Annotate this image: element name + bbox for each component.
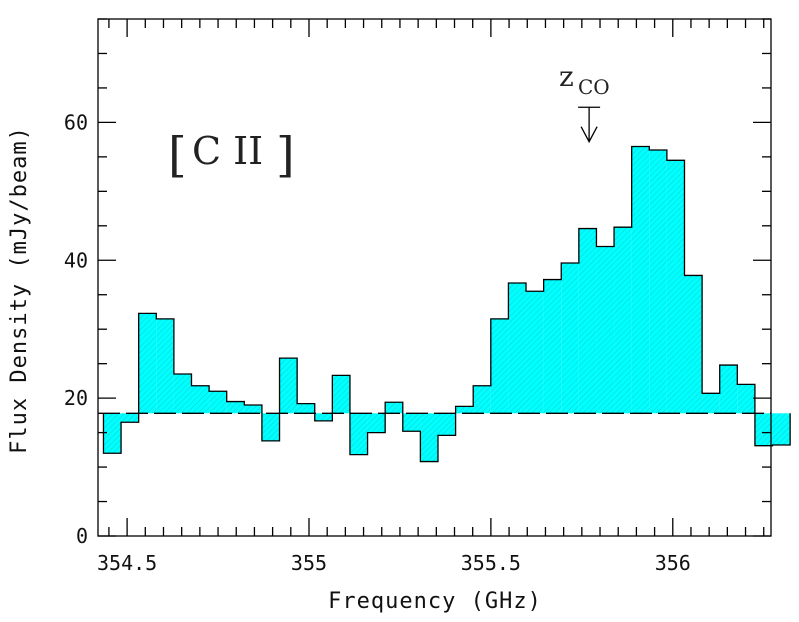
histogram-bar-hatch <box>578 228 597 414</box>
x-tick-label: 355 <box>291 551 327 575</box>
line-label-text: C II <box>192 129 263 173</box>
histogram-bar-hatch <box>473 385 491 414</box>
histogram-bar-hatch <box>367 413 386 433</box>
histogram-bar-hatch <box>297 403 315 414</box>
histogram-bar-hatch <box>209 391 227 414</box>
histogram-bar-hatch <box>244 405 262 414</box>
histogram-bar-hatch <box>103 413 122 454</box>
histogram-bar-hatch <box>684 275 703 414</box>
histogram-bar-hatch <box>191 385 210 414</box>
histogram-bar-hatch <box>402 413 421 432</box>
y-tick-labels: 0 20 40 60 <box>64 110 88 548</box>
x-tick-label: 355.5 <box>461 551 521 575</box>
histogram-bar-hatch <box>666 160 685 414</box>
histogram-bar-hatch <box>631 146 650 414</box>
x-tick-label: 356 <box>655 551 691 575</box>
histogram-bar-hatch <box>261 413 280 441</box>
histogram-bar-hatch <box>596 246 615 414</box>
histogram-bar-hatch <box>543 279 562 414</box>
line-label-open-bracket: [ <box>168 127 187 183</box>
y-tick-label: 60 <box>64 110 88 134</box>
x-axis-label: Frequency (GHz) <box>328 589 542 614</box>
histogram-bar-hatch <box>490 318 509 414</box>
y-tick-label: 40 <box>64 248 88 272</box>
histogram-bar-hatch <box>349 413 368 455</box>
histogram-bar-hatch <box>526 291 544 414</box>
histogram-bar-hatch <box>226 401 245 414</box>
co-redshift-marker: z CO <box>559 60 610 144</box>
histogram-bar-hatch <box>754 413 773 446</box>
histogram-outline <box>102 145 791 463</box>
histogram-bar-hatch <box>719 365 738 414</box>
line-label-close-bracket: ] <box>276 127 295 183</box>
histogram-bar-hatch <box>173 374 192 414</box>
histogram-bar-hatch <box>614 227 632 414</box>
histogram-bar-hatch <box>649 149 667 414</box>
line-label: [ C II ] <box>168 127 295 183</box>
plot-frame <box>97 18 772 537</box>
x-tick-label: 354.5 <box>97 551 157 575</box>
axis-ticks <box>98 18 771 537</box>
histogram-bar-hatch <box>121 413 139 423</box>
histogram-bar-hatch <box>702 393 720 414</box>
y-tick-label: 0 <box>76 524 88 548</box>
marker-label-main: z <box>559 60 574 93</box>
x-tick-labels: 354.5 355 355.5 356 <box>97 551 691 575</box>
histogram-bar-hatch <box>508 283 527 414</box>
histogram-bar-hatch <box>314 413 333 421</box>
y-tick-label: 20 <box>64 386 88 410</box>
y-axis-label: Flux Density (mJy/beam) <box>7 126 32 454</box>
histogram-bar-hatch <box>737 384 755 414</box>
histogram-bar-hatch <box>156 318 174 414</box>
histogram-bar-hatch <box>455 406 474 414</box>
histogram-bar-hatch <box>772 413 791 446</box>
histogram-bar-hatch <box>561 263 579 414</box>
histogram-bar-hatch <box>420 413 438 462</box>
marker-label-subscript: CO <box>578 75 610 99</box>
histogram-bar-hatch <box>385 402 403 414</box>
histogram-bar-hatch <box>138 313 157 414</box>
histogram-bar-hatch <box>279 358 298 414</box>
down-arrow-icon <box>580 126 598 144</box>
histogram-bars <box>103 146 791 462</box>
histogram-bar-hatch <box>332 375 350 414</box>
histogram-bar-hatch <box>437 413 456 436</box>
